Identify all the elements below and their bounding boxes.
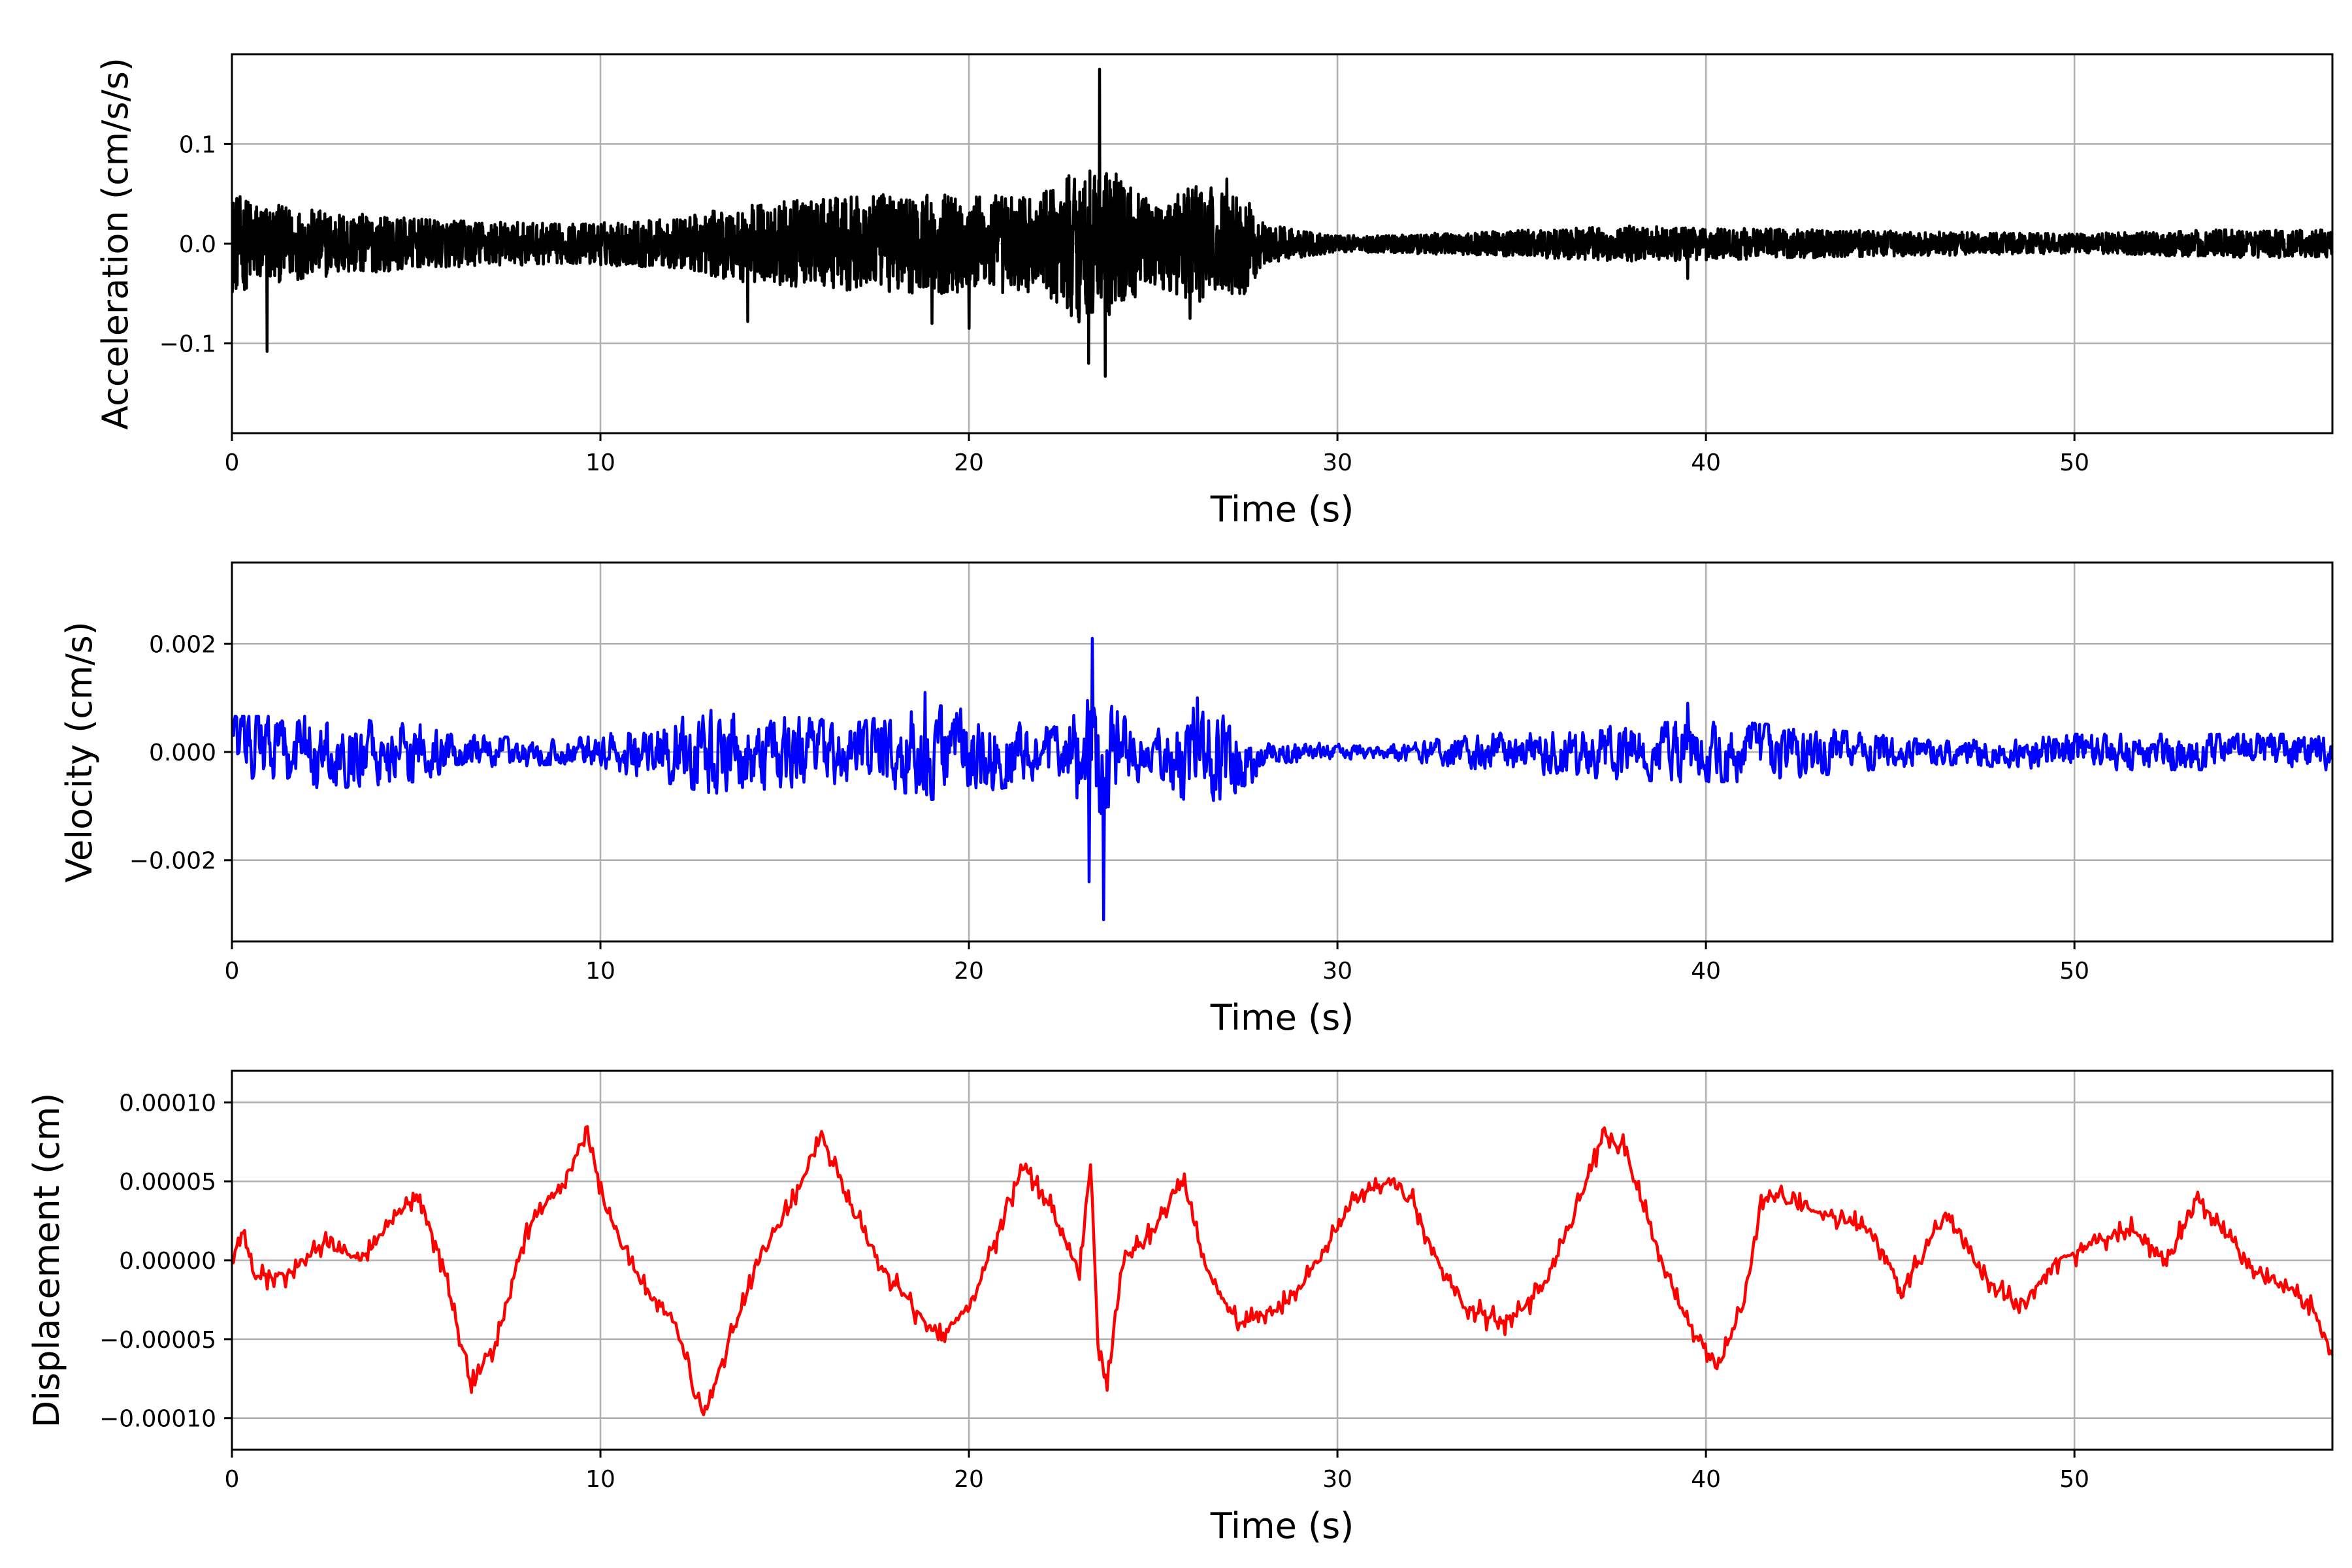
acceleration-x-tick-label: 40 (1691, 449, 1721, 476)
velocity-y-tick-label: 0.002 (149, 631, 216, 658)
acceleration-y-tick-label: 0.0 (179, 231, 216, 258)
displacement-x-axis-label: Time (s) (1210, 1505, 1354, 1546)
acceleration-panel: 0 10 20 30 40 50 −0.1 0.0 0.1 Time (s) Acceleratio… (95, 53, 2334, 530)
velocity-x-tick-label: 40 (1691, 958, 1721, 985)
acceleration-y-axis-label: Acceleration (cm/s/s) (95, 57, 136, 430)
velocity-y-axis-label: Velocity (cm/s) (59, 621, 100, 883)
velocity-x-tick-label: 20 (954, 958, 984, 985)
displacement-series-line (232, 1125, 2332, 1416)
velocity-x-tick-label: 0 (225, 958, 240, 985)
acceleration-x-axis-label: Time (s) (1210, 489, 1354, 530)
displacement-y-axis-label: Displacement (cm) (26, 1093, 67, 1428)
acceleration-series-line (232, 67, 2332, 378)
velocity-x-tick-label: 50 (2059, 958, 2089, 985)
displacement-x-tick-label: 30 (1322, 1466, 1352, 1493)
acceleration-y-tick-label: −0.1 (159, 331, 216, 358)
acceleration-y-tick-label: 0.1 (179, 131, 216, 158)
displacement-y-tick-label: 0.00010 (119, 1090, 216, 1117)
velocity-x-tick-label: 30 (1322, 958, 1352, 985)
displacement-y-tick-label: 0.00005 (119, 1169, 216, 1196)
displacement-x-tick-label: 40 (1691, 1466, 1721, 1493)
acceleration-x-tick-label: 30 (1322, 449, 1352, 476)
velocity-panel: 0 10 20 30 40 50 −0.002 0.000 0.002 Time (s) Veloc… (59, 561, 2334, 1038)
acceleration-x-tick-label: 20 (954, 449, 984, 476)
displacement-x-tick-label: 10 (585, 1466, 615, 1493)
displacement-y-tick-label: 0.00000 (119, 1248, 216, 1275)
velocity-series-line (232, 636, 2332, 922)
acceleration-x-tick-label: 0 (225, 449, 240, 476)
acceleration-x-tick-label: 10 (585, 449, 615, 476)
displacement-x-tick-label: 0 (225, 1466, 240, 1493)
acceleration-x-tick-label: 50 (2059, 449, 2089, 476)
displacement-panel: 0 10 20 30 40 50 −0.00010 −0.00005 0.00000 0.0000… (26, 1070, 2334, 1546)
displacement-y-tick-label: −0.00005 (99, 1327, 216, 1354)
displacement-y-tick-label: −0.00010 (99, 1406, 216, 1433)
displacement-x-tick-label: 50 (2059, 1466, 2089, 1493)
velocity-y-tick-label: −0.002 (129, 848, 216, 875)
displacement-x-tick-label: 20 (954, 1466, 984, 1493)
velocity-y-tick-label: 0.000 (149, 740, 216, 766)
velocity-x-tick-label: 10 (585, 958, 615, 985)
velocity-x-axis-label: Time (s) (1210, 997, 1354, 1038)
